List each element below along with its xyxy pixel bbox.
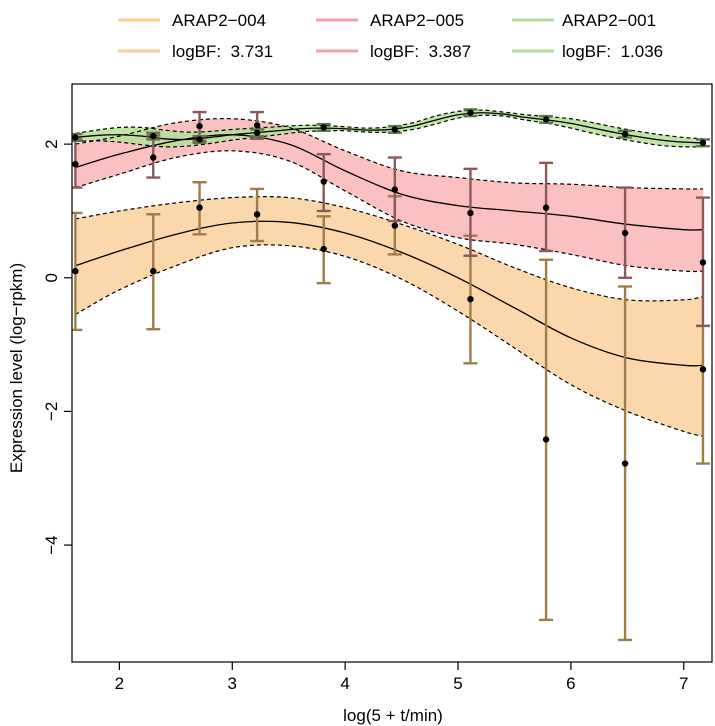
data-point-series-1-point-2	[150, 267, 157, 275]
data-point-series-1-point-4	[253, 211, 261, 218]
data-point-series-3-point-8	[542, 116, 550, 123]
data-point-series-3-point-5	[320, 124, 327, 131]
errorbar-series-1-point-2	[146, 213, 161, 331]
data-point-series-2-point-1	[72, 160, 79, 168]
data-point-series-1-point-9	[621, 460, 629, 467]
errorbar-series-3-point-1	[72, 132, 83, 142]
data-point-series-2-point-5	[320, 178, 327, 185]
errorbar-series-2-point-9	[618, 186, 633, 279]
data-point-series-1-point-5	[320, 245, 327, 253]
x-axis-label: log(5 + t/min)	[343, 706, 443, 725]
data-point-series-2-point-8	[542, 204, 550, 211]
data-point-series-3-point-7	[467, 109, 474, 116]
errorbar-series-3-point-7	[463, 108, 478, 118]
errorbar-series-1-point-3	[192, 181, 207, 236]
axes: 2 3 4 5 6 7 −4 −2 0 2	[42, 83, 713, 693]
errorbar-series-3-point-9	[618, 129, 633, 139]
data-point-series-3-point-2	[150, 132, 157, 140]
y-tick-label-3: 2	[42, 139, 61, 148]
errorbar-series-2-point-6	[387, 156, 402, 223]
errorbar-series-1-point-10	[695, 324, 710, 465]
data-point-series-3-point-4	[253, 129, 261, 136]
data-point-series-3-point-1	[72, 134, 79, 141]
legend-label-series-1-logbf: logBF: 3.731	[172, 42, 273, 61]
plot-content	[72, 108, 710, 642]
y-tick-label-0: −4	[42, 535, 61, 554]
legend-label-series-2-name: ARAP2−005	[370, 11, 464, 30]
x-tick-label-3: 3	[228, 674, 237, 693]
x-tick-label-5: 5	[453, 674, 462, 693]
data-point-series-1-point-7	[467, 295, 474, 303]
legend-label-series-3-logbf: logBF: 1.036	[562, 42, 663, 61]
data-point-series-1-point-3	[196, 204, 203, 211]
confidence-band-series-1	[75, 196, 703, 437]
legend-label-series-3-name: ARAP2−001	[562, 11, 656, 30]
data-point-series-1-point-8	[542, 436, 550, 443]
y-tick-label-1: −2	[42, 402, 61, 421]
x-tick-label-7: 7	[679, 674, 688, 693]
x-tick-label-6: 6	[566, 674, 575, 693]
data-point-series-2-point-7	[467, 209, 474, 217]
errorbar-series-2-point-8	[539, 161, 554, 253]
fit-line-series-3	[75, 112, 703, 144]
errorbar-series-1-point-9	[618, 285, 633, 642]
x-tick-label-4: 4	[340, 674, 349, 693]
y-axis-label: Expression level (log−rpkm)	[7, 263, 26, 473]
legend: ARAP2−004 logBF: 3.731 ARAP2−005 logBF: …	[118, 11, 663, 61]
errorbar-series-1-point-4	[250, 187, 265, 243]
errorbar-series-2-point-2	[146, 134, 161, 179]
errorbar-series-3-point-8	[539, 114, 554, 124]
fit-line-series-2	[75, 134, 703, 231]
data-point-series-1-point-10	[699, 366, 707, 373]
y-tick-label-2: 0	[42, 273, 61, 282]
band-upper-series-2	[75, 117, 703, 190]
data-point-series-3-point-3	[196, 136, 203, 143]
data-point-series-2-point-9	[621, 229, 629, 237]
data-point-series-2-point-4	[253, 122, 261, 129]
fit-line-series-1	[75, 220, 703, 367]
plot-frame	[71, 83, 713, 663]
data-point-series-3-point-10	[699, 139, 707, 147]
errorbar-series-3-point-6	[387, 124, 402, 134]
errorbar-series-2-point-10	[695, 196, 710, 328]
data-point-series-2-point-2	[150, 154, 157, 161]
errorbar-series-1-point-1	[72, 211, 83, 332]
errorbar-series-2-point-7	[463, 167, 478, 257]
data-point-series-1-point-6	[391, 222, 399, 229]
data-point-series-3-point-9	[621, 130, 629, 138]
errorbar-series-3-point-5	[316, 122, 331, 132]
data-point-series-2-point-6	[391, 186, 399, 193]
errorbar-series-1-point-5	[316, 215, 331, 285]
data-point-series-2-point-3	[196, 122, 203, 130]
data-point-series-1-point-1	[72, 267, 79, 275]
data-point-series-3-point-6	[391, 126, 399, 133]
errorbar-series-3-point-2	[146, 131, 161, 141]
legend-label-series-2-logbf: logBF: 3.387	[370, 42, 471, 61]
errorbar-series-3-point-3	[192, 134, 207, 145]
x-tick-label-2: 2	[115, 674, 124, 693]
data-point-series-2-point-10	[699, 259, 707, 266]
errorbar-series-1-point-8	[539, 258, 554, 622]
plot-area	[72, 108, 710, 642]
errorbar-series-3-point-4	[250, 128, 265, 138]
errorbar-series-2-point-5	[316, 152, 331, 213]
errorbar-series-3-point-10	[695, 138, 710, 148]
band-upper-series-1	[75, 196, 704, 302]
legend-label-series-1-name: ARAP2−004	[172, 11, 266, 30]
